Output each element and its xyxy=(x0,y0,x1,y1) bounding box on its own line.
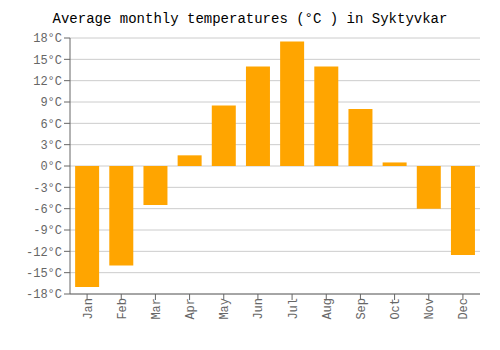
svg-text:Jan: Jan xyxy=(82,298,96,320)
svg-text:Feb: Feb xyxy=(116,298,130,320)
svg-text:Nov: Nov xyxy=(423,298,437,320)
svg-text:Dec: Dec xyxy=(457,298,471,320)
svg-text:-18°C: -18°C xyxy=(26,288,62,302)
svg-text:Apr: Apr xyxy=(184,298,198,320)
svg-text:15°C: 15°C xyxy=(33,54,62,68)
svg-text:0°C: 0°C xyxy=(40,160,62,174)
svg-text:-9°C: -9°C xyxy=(33,224,62,238)
svg-text:18°C: 18°C xyxy=(33,32,62,46)
svg-text:Oct: Oct xyxy=(389,298,403,320)
svg-text:-12°C: -12°C xyxy=(26,246,62,260)
svg-text:Sep: Sep xyxy=(355,298,369,320)
svg-text:12°C: 12°C xyxy=(33,75,62,89)
svg-text:Mar: Mar xyxy=(150,298,164,320)
svg-text:Jul: Jul xyxy=(287,298,301,320)
svg-text:3°C: 3°C xyxy=(40,139,62,153)
svg-text:9°C: 9°C xyxy=(40,96,62,110)
svg-text:Jun: Jun xyxy=(252,298,266,320)
svg-text:-15°C: -15°C xyxy=(26,267,62,281)
svg-text:-6°C: -6°C xyxy=(33,203,62,217)
svg-text:May: May xyxy=(218,298,232,320)
svg-text:6°C: 6°C xyxy=(40,118,62,132)
svg-text:Aug: Aug xyxy=(321,298,335,320)
svg-text:-3°C: -3°C xyxy=(33,182,62,196)
html-text:Average monthly temperatures (: Average monthly temperatures (°C ) in Sy… xyxy=(52,11,448,27)
